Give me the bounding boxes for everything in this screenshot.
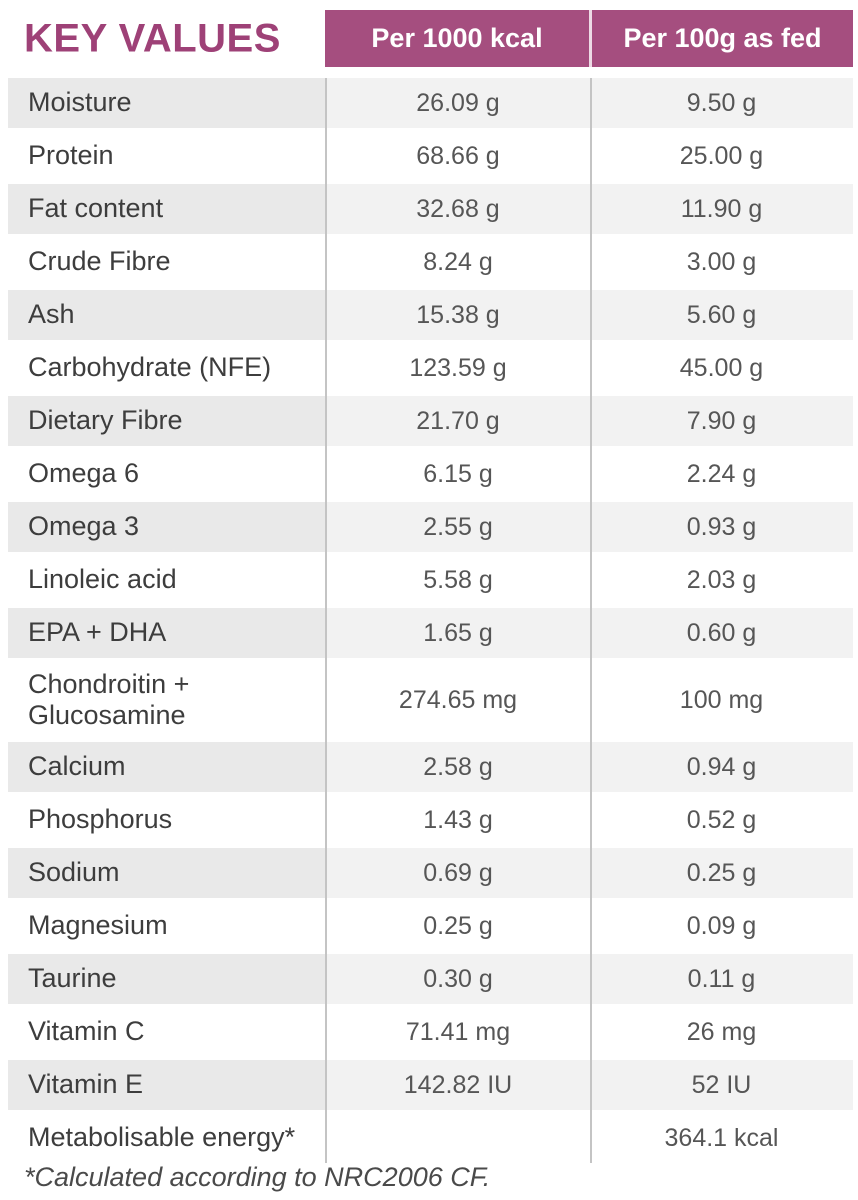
value-per-100g-as-fed: 2.24 g xyxy=(686,459,757,488)
table-row: Vitamin E 142.82 IU 52 IU xyxy=(8,1060,853,1110)
table-row: Calcium 2.58 g 0.94 g xyxy=(8,742,853,792)
row-label: Omega 3 xyxy=(8,502,326,552)
table-row: EPA + DHA 1.65 g 0.60 g xyxy=(8,608,853,658)
value-per-100g-as-fed: 2.03 g xyxy=(686,565,757,594)
column-headers: Per 1000 kcal Per 100g as fed xyxy=(325,10,853,67)
value-per-1000kcal xyxy=(326,1113,590,1163)
value-per-1000kcal: 21.70 g xyxy=(326,396,590,446)
row-label: Crude Fibre xyxy=(28,246,171,277)
table-row: Chondroitin + Glucosamine 274.65 mg 100 … xyxy=(8,661,853,739)
table-row: Crude Fibre 8.24 g 3.00 g xyxy=(8,237,853,287)
value-per-100g-as-fed: 52 IU xyxy=(590,1060,853,1110)
column-header-per-1000kcal: Per 1000 kcal xyxy=(371,23,543,53)
footnote: *Calculated according to NRC2006 CF. xyxy=(24,1162,491,1192)
value-per-100g-as-fed: 7.90 g xyxy=(590,396,853,446)
value-per-1000kcal: 0.30 g xyxy=(326,954,590,1004)
row-label: Chondroitin + Glucosamine xyxy=(28,668,190,730)
table-row: Vitamin C 71.41 mg 26 mg xyxy=(8,1007,853,1057)
value-per-100g-as-fed: 0.52 g xyxy=(686,805,757,834)
row-label: Dietary Fibre xyxy=(8,396,326,446)
table-row: Metabolisable energy* 364.1 kcal xyxy=(8,1113,853,1163)
table-row: Dietary Fibre 21.70 g 7.90 g xyxy=(8,396,853,446)
value-per-100g-as-fed: 9.50 g xyxy=(590,78,853,128)
table-row: Sodium 0.69 g 0.25 g xyxy=(8,848,853,898)
table-row: Omega 3 2.55 g 0.93 g xyxy=(8,502,853,552)
table-row: Carbohydrate (NFE) 123.59 g 45.00 g xyxy=(8,343,853,393)
table-header: KEY VALUES Per 1000 kcal Per 100g as fed xyxy=(8,10,853,67)
value-per-100g-as-fed: 0.11 g xyxy=(590,954,853,1004)
value-per-100g-as-fed: 0.25 g xyxy=(590,848,853,898)
row-label: EPA + DHA xyxy=(8,608,326,658)
value-per-1000kcal: 68.66 g xyxy=(416,141,500,170)
table-row: Ash 15.38 g 5.60 g xyxy=(8,290,853,340)
row-label: Moisture xyxy=(8,78,326,128)
value-per-1000kcal: 1.65 g xyxy=(326,608,590,658)
table-rows: Moisture 26.09 g 9.50 g Protein 68.66 g … xyxy=(8,78,853,1166)
value-per-100g-as-fed: 0.94 g xyxy=(590,742,853,792)
value-per-100g-as-fed: 5.60 g xyxy=(590,290,853,340)
table-row: Magnesium 0.25 g 0.09 g xyxy=(8,901,853,951)
table-row: Moisture 26.09 g 9.50 g xyxy=(8,78,853,128)
value-per-100g-as-fed: 45.00 g xyxy=(679,353,764,382)
row-label: Carbohydrate (NFE) xyxy=(28,352,272,383)
value-per-100g-as-fed: 364.1 kcal xyxy=(664,1123,779,1152)
table-row: Protein 68.66 g 25.00 g xyxy=(8,131,853,181)
value-per-1000kcal: 0.69 g xyxy=(326,848,590,898)
row-label: Magnesium xyxy=(28,910,168,941)
value-per-100g-as-fed: 0.09 g xyxy=(686,911,757,940)
header-divider xyxy=(589,10,592,67)
value-per-1000kcal: 274.65 mg xyxy=(398,685,518,714)
row-label: Fat content xyxy=(8,184,326,234)
value-per-1000kcal: 71.41 mg xyxy=(405,1017,511,1046)
row-label: Calcium xyxy=(8,742,326,792)
table-row: Fat content 32.68 g 11.90 g xyxy=(8,184,853,234)
row-label: Vitamin E xyxy=(8,1060,326,1110)
table-row: Phosphorus 1.43 g 0.52 g xyxy=(8,795,853,845)
value-per-1000kcal: 32.68 g xyxy=(326,184,590,234)
value-per-100g-as-fed: 0.60 g xyxy=(590,608,853,658)
row-label: Taurine xyxy=(8,954,326,1004)
row-label: Ash xyxy=(8,290,326,340)
value-per-1000kcal: 2.58 g xyxy=(326,742,590,792)
row-label: Phosphorus xyxy=(28,804,173,835)
value-per-1000kcal: 8.24 g xyxy=(423,247,493,276)
value-per-1000kcal: 0.25 g xyxy=(423,911,493,940)
value-per-1000kcal: 2.55 g xyxy=(326,502,590,552)
value-per-100g-as-fed: 11.90 g xyxy=(590,184,853,234)
table-row: Linoleic acid 5.58 g 2.03 g xyxy=(8,555,853,605)
column-divider-2 xyxy=(590,78,592,1163)
value-per-1000kcal: 6.15 g xyxy=(423,459,493,488)
value-per-1000kcal: 5.58 g xyxy=(423,565,493,594)
value-per-100g-as-fed: 25.00 g xyxy=(679,141,764,170)
row-label: Linoleic acid xyxy=(28,564,177,595)
column-header-per-100g-as-fed: Per 100g as fed xyxy=(623,23,822,53)
row-label: Metabolisable energy* xyxy=(28,1122,296,1153)
table-row: Omega 6 6.15 g 2.24 g xyxy=(8,449,853,499)
row-label: Protein xyxy=(28,140,114,171)
row-label: Vitamin C xyxy=(28,1016,145,1047)
value-per-100g-as-fed: 0.93 g xyxy=(590,502,853,552)
value-per-100g-as-fed: 26 mg xyxy=(686,1017,757,1046)
value-per-1000kcal: 123.59 g xyxy=(409,353,507,382)
row-label: Sodium xyxy=(8,848,326,898)
table-row: Taurine 0.30 g 0.11 g xyxy=(8,954,853,1004)
column-divider-1 xyxy=(325,78,327,1163)
value-per-1000kcal: 26.09 g xyxy=(326,78,590,128)
value-per-1000kcal: 142.82 IU xyxy=(326,1060,590,1110)
value-per-1000kcal: 1.43 g xyxy=(423,805,493,834)
value-per-100g-as-fed: 100 mg xyxy=(679,685,764,714)
row-label: Omega 6 xyxy=(28,458,140,489)
value-per-1000kcal: 15.38 g xyxy=(326,290,590,340)
page-title: KEY VALUES xyxy=(24,16,281,60)
value-per-100g-as-fed: 3.00 g xyxy=(686,247,757,276)
